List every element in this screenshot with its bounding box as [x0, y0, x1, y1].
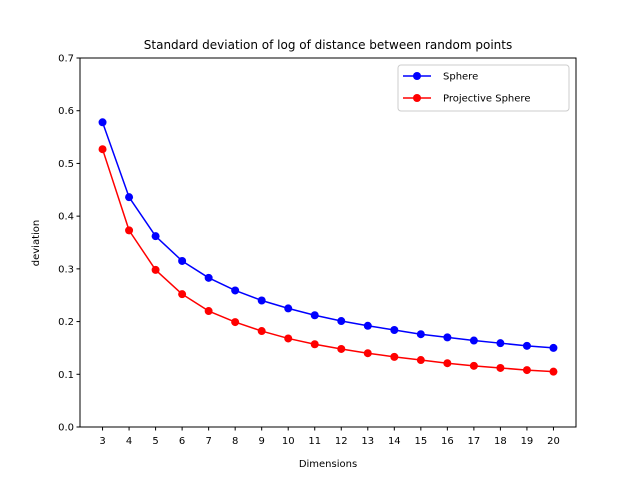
data-point	[178, 256, 187, 265]
y-axis-label: deviation	[31, 220, 42, 266]
legend: Sphere Projective Sphere	[397, 64, 570, 112]
x-axis-label: Dimensions	[299, 459, 357, 470]
y-tick-label: 0.6	[58, 106, 74, 117]
data-point	[257, 296, 266, 305]
data-point	[284, 334, 293, 343]
data-point	[178, 290, 187, 299]
x-tick-label: 5	[152, 436, 158, 447]
data-point	[522, 341, 531, 350]
data-point	[231, 318, 240, 327]
x-tick-label: 15	[414, 436, 427, 447]
data-point	[363, 349, 372, 358]
data-point	[151, 265, 160, 274]
x-tick-label: 6	[179, 436, 185, 447]
x-tick-label: 8	[232, 436, 238, 447]
y-tick-label: 0.1	[58, 370, 74, 381]
data-point	[416, 330, 425, 339]
x-tick-label: 7	[205, 436, 211, 447]
data-point	[337, 344, 346, 353]
data-point	[416, 356, 425, 365]
data-point	[310, 340, 319, 349]
y-tick-label: 0.2	[58, 317, 74, 328]
data-point	[469, 336, 478, 345]
x-tick-label: 12	[335, 436, 348, 447]
series-line	[101, 148, 554, 373]
y-tick-label: 0.7	[58, 54, 74, 65]
x-tick-label: 4	[126, 436, 132, 447]
x-tick-label: 20	[547, 436, 560, 447]
data-point	[496, 363, 505, 372]
data-point	[98, 118, 107, 127]
x-tick-label: 11	[308, 436, 321, 447]
data-point	[231, 286, 240, 295]
y-tick-label: 0.4	[58, 212, 74, 223]
data-point	[443, 359, 452, 368]
x-tick-label: 17	[468, 436, 481, 447]
series-0	[98, 118, 558, 352]
series-layer	[98, 118, 558, 376]
data-point	[496, 339, 505, 348]
x-tick-label: 10	[282, 436, 295, 447]
y-tick-label: 0.0	[58, 423, 74, 434]
y-axis: 0.0 0.1 0.2 0.3 0.4 0.5 0.6 0.7	[58, 54, 80, 434]
data-point	[257, 327, 266, 336]
data-point	[549, 343, 558, 352]
data-point	[98, 145, 107, 154]
plot-frame	[79, 57, 577, 428]
data-point	[522, 366, 531, 375]
data-point	[443, 333, 452, 342]
x-tick-label: 19	[521, 436, 534, 447]
legend-label: Projective Sphere	[443, 94, 530, 105]
x-tick-label: 9	[259, 436, 265, 447]
data-point	[310, 311, 319, 320]
data-point	[390, 326, 399, 335]
data-point	[125, 193, 134, 202]
x-tick-label: 14	[388, 436, 401, 447]
legend-label: Sphere	[443, 72, 478, 83]
data-point	[469, 361, 478, 370]
series-1	[98, 145, 558, 376]
x-tick-label: 18	[494, 436, 507, 447]
data-point	[337, 317, 346, 326]
y-tick-label: 0.3	[58, 264, 74, 275]
x-tick-label: 16	[441, 436, 454, 447]
x-tick-label: 13	[361, 436, 374, 447]
data-point	[204, 307, 213, 316]
chart-title: Standard deviation of log of distance be…	[144, 38, 512, 52]
data-point	[549, 367, 558, 376]
plot-area	[79, 57, 577, 428]
legend-box	[397, 64, 570, 112]
data-point	[390, 352, 399, 361]
legend-marker	[413, 94, 421, 102]
data-point	[151, 232, 160, 241]
x-tick-label: 3	[99, 436, 105, 447]
data-point	[204, 273, 213, 282]
x-axis: 3 4 5 6 7 8 9 10 11 12 13 14 15 16 17 18 19 20	[99, 427, 560, 447]
y-tick-label: 0.5	[58, 159, 74, 170]
data-point	[284, 304, 293, 313]
data-point	[363, 321, 372, 330]
legend-marker	[413, 72, 421, 80]
series-line	[101, 122, 554, 349]
data-point	[125, 226, 134, 235]
